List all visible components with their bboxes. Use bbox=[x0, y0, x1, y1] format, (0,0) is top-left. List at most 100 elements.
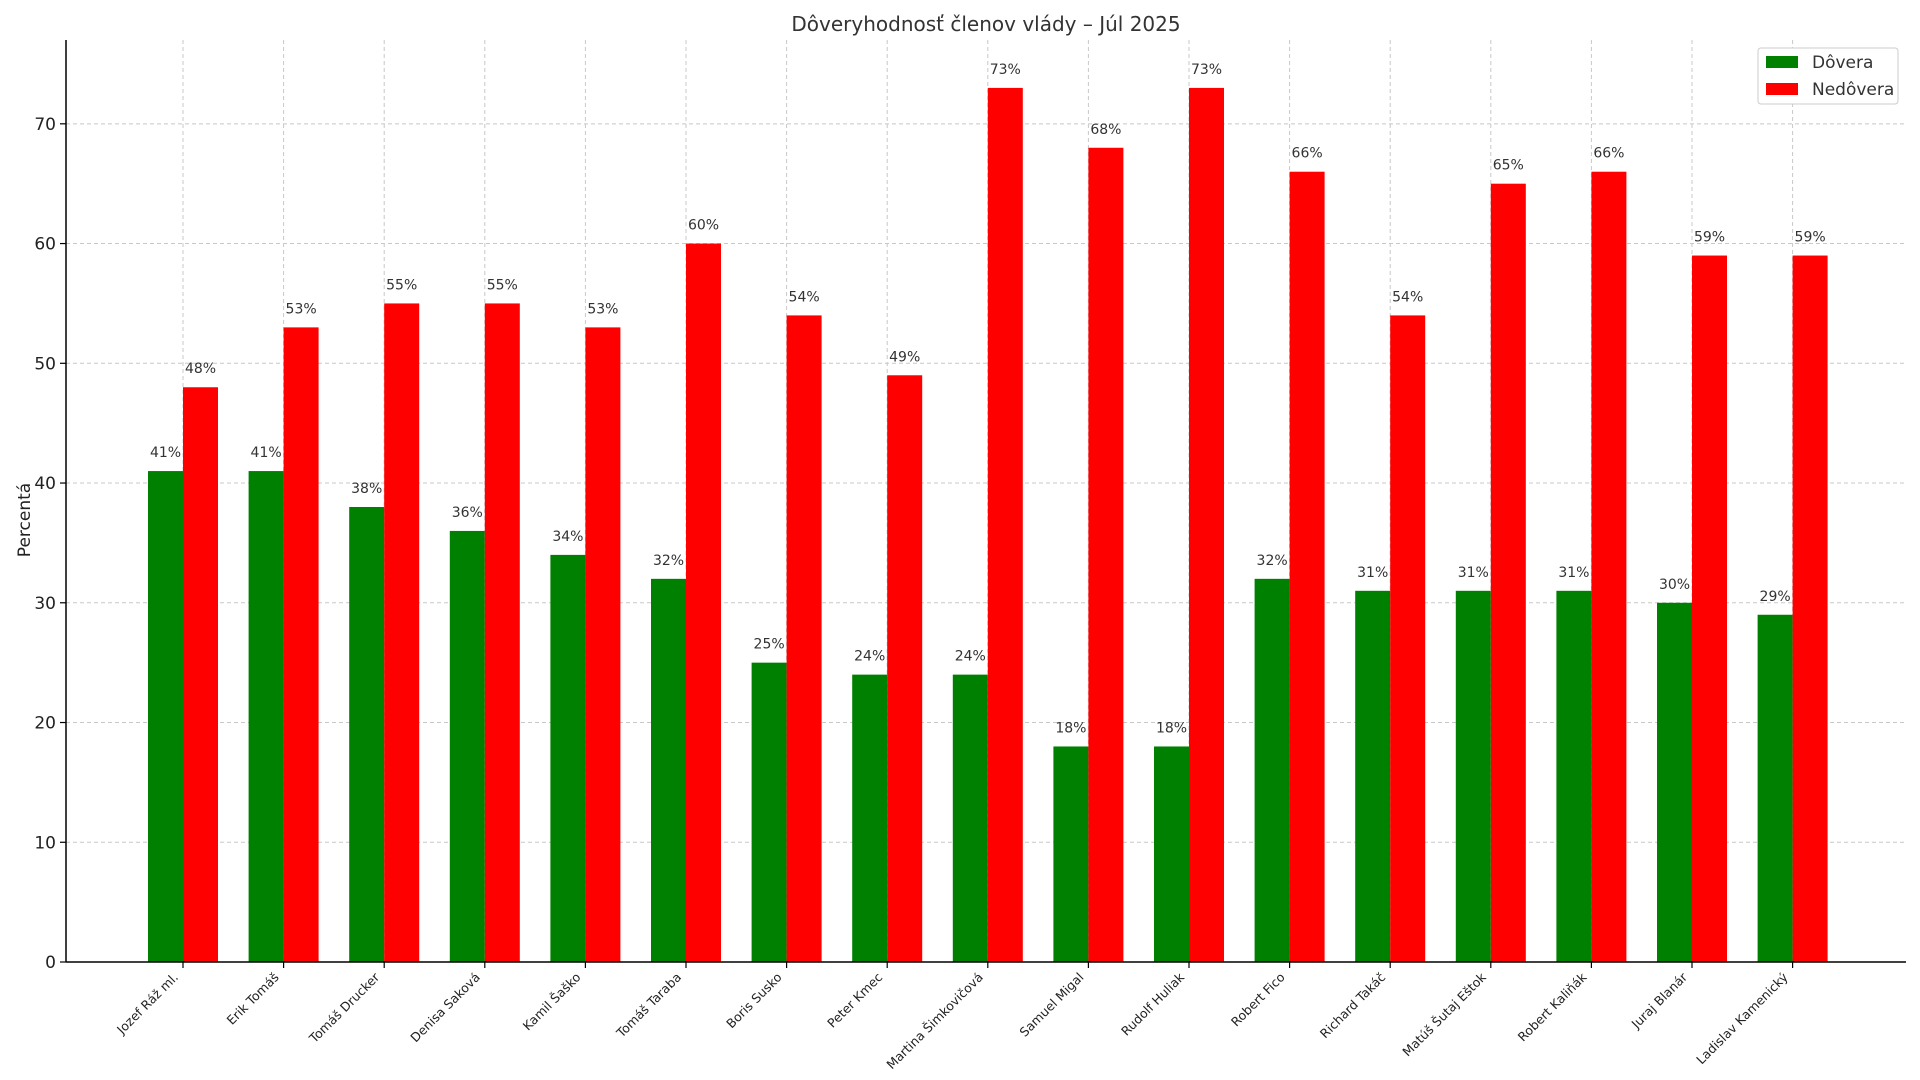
legend-label-nedovera: Nedôvera bbox=[1812, 80, 1894, 100]
bar-nedovera-boris-susko bbox=[786, 315, 822, 962]
y-tick-label-50: 50 bbox=[34, 354, 56, 374]
x-tick-rudolf-huliak: Rudolf Huliak bbox=[1118, 962, 1190, 1039]
bar-nedovera-martina-simkovicova bbox=[987, 87, 1023, 962]
bar-label-dovera-martina-simkovicova: 24% bbox=[955, 649, 986, 665]
bar-nedovera-robert-kalinak bbox=[1591, 171, 1627, 962]
bar-label-dovera-robert-kalinak: 31% bbox=[1558, 565, 1589, 581]
x-tick-jozef-raz-ml: Jozef Ráž ml. bbox=[113, 962, 184, 1038]
bar-label-dovera-jozef-raz-ml: 41% bbox=[150, 445, 181, 461]
y-tick-10: 10 bbox=[34, 833, 66, 853]
bar-nedovera-juraj-blanar bbox=[1692, 255, 1727, 962]
bar-label-nedovera-erik-tomas: 53% bbox=[286, 301, 317, 317]
x-tick-robert-kalinak: Robert Kaliňák bbox=[1515, 962, 1593, 1044]
x-tick-robert-fico: Robert Fico bbox=[1228, 962, 1291, 1030]
bar-label-nedovera-ladislav-kamenicky: 59% bbox=[1795, 230, 1826, 246]
bar-dovera-samuel-migal bbox=[1053, 746, 1089, 962]
bar-label-nedovera-peter-kmec: 49% bbox=[889, 349, 920, 365]
bar-nedovera-tomas-taraba bbox=[686, 243, 721, 962]
legend-swatch-dovera bbox=[1766, 56, 1798, 68]
bar-label-dovera-denisa-sakova: 36% bbox=[452, 505, 483, 521]
axes bbox=[65, 40, 1906, 963]
x-tick-label-tomas-drucker: Tomáš Drucker bbox=[305, 969, 382, 1046]
x-tick-juraj-blanar: Juraj Blanár bbox=[1628, 962, 1693, 1032]
y-tick-50: 50 bbox=[34, 354, 66, 374]
bar-label-nedovera-jozef-raz-ml: 48% bbox=[185, 361, 216, 377]
x-tick-matus-sutaj-estok: Matúš Šutaj Eštok bbox=[1399, 962, 1492, 1059]
bar-dovera-jozef-raz-ml bbox=[148, 471, 183, 962]
bar-label-dovera-kamil-sasko: 34% bbox=[552, 529, 583, 545]
bar-label-nedovera-robert-kalinak: 66% bbox=[1593, 146, 1624, 162]
bar-label-dovera-samuel-migal: 18% bbox=[1055, 720, 1086, 736]
x-tick-kamil-sasko: Kamil Šaško bbox=[520, 962, 587, 1033]
x-tick-ladislav-kamenicky: Ladislav Kamenický bbox=[1693, 962, 1794, 1067]
y-ticks: 0 10 20 30 40 50 60 70 bbox=[34, 115, 66, 973]
bar-label-nedovera-denisa-sakova: 55% bbox=[487, 277, 518, 293]
legend: Dôvera Nedôvera bbox=[1757, 47, 1899, 105]
x-tick-richard-takac: Richard Takáč bbox=[1317, 962, 1391, 1041]
x-tick-label-samuel-migal: Samuel Migal bbox=[1016, 970, 1086, 1040]
bar-dovera-juraj-blanar bbox=[1657, 602, 1692, 962]
x-tick-label-denisa-sakova: Denisa Saková bbox=[407, 970, 483, 1046]
bar-nedovera-richard-takac bbox=[1390, 315, 1426, 962]
y-tick-0: 0 bbox=[45, 953, 66, 973]
bar-label-nedovera-robert-fico: 66% bbox=[1292, 146, 1323, 162]
x-tick-label-tomas-taraba: Tomáš Taraba bbox=[613, 970, 684, 1041]
bars bbox=[148, 87, 1828, 963]
y-tick-20: 20 bbox=[34, 714, 66, 734]
bar-dovera-richard-takac bbox=[1355, 590, 1391, 962]
x-tick-label-peter-kmec: Peter Kmec bbox=[824, 969, 885, 1030]
chart-title: Dôveryhodnosť členov vlády – Júl 2025 bbox=[791, 12, 1180, 36]
legend-swatch-nedovera bbox=[1766, 83, 1798, 95]
bar-nedovera-kamil-sasko bbox=[585, 327, 621, 963]
bar-nedovera-matus-sutaj-estok bbox=[1490, 183, 1526, 963]
bar-dovera-tomas-taraba bbox=[651, 578, 686, 962]
x-tick-label-jozef-raz-ml: Jozef Ráž ml. bbox=[113, 970, 181, 1038]
bar-label-dovera-robert-fico: 32% bbox=[1257, 553, 1288, 569]
y-tick-60: 60 bbox=[34, 235, 66, 255]
x-tick-label-erik-tomas: Erik Tomáš bbox=[224, 970, 282, 1028]
bar-label-nedovera-juraj-blanar: 59% bbox=[1694, 230, 1725, 246]
x-tick-tomas-taraba: Tomáš Taraba bbox=[613, 962, 687, 1041]
bar-dovera-rudolf-huliak bbox=[1154, 746, 1189, 962]
bar-nedovera-peter-kmec bbox=[887, 375, 923, 963]
bar-nedovera-erik-tomas bbox=[283, 327, 319, 963]
bar-label-nedovera-richard-takac: 54% bbox=[1392, 289, 1423, 305]
bar-dovera-martina-simkovicova bbox=[952, 674, 988, 962]
bar-label-nedovera-tomas-taraba: 60% bbox=[688, 218, 719, 234]
x-tick-label-matus-sutaj-estok: Matúš Šutaj Eštok bbox=[1399, 969, 1489, 1059]
bar-dovera-tomas-drucker bbox=[349, 506, 385, 962]
bar-label-dovera-matus-sutaj-estok: 31% bbox=[1458, 565, 1489, 581]
bar-label-dovera-juraj-blanar: 30% bbox=[1659, 577, 1690, 593]
bar-nedovera-ladislav-kamenicky bbox=[1792, 255, 1828, 962]
x-tick-label-martina-simkovicova: Martina Šimkovičová bbox=[883, 970, 986, 1073]
y-tick-label-30: 30 bbox=[34, 594, 56, 614]
bar-label-dovera-tomas-taraba: 32% bbox=[653, 553, 684, 569]
bar-labels: 41% 41% 38% 36% 34% 32% 25% 24% 24% 18% 18% 32% 31% 3… bbox=[150, 62, 1826, 737]
bar-dovera-robert-kalinak bbox=[1556, 590, 1592, 962]
x-tick-label-boris-susko: Boris Susko bbox=[723, 970, 785, 1032]
bar-dovera-boris-susko bbox=[751, 662, 787, 962]
bar-dovera-ladislav-kamenicky bbox=[1757, 614, 1793, 962]
x-tick-label-richard-takac: Richard Takáč bbox=[1317, 969, 1389, 1041]
y-tick-label-60: 60 bbox=[34, 235, 56, 255]
x-tick-label-robert-fico: Robert Fico bbox=[1228, 970, 1288, 1030]
bar-nedovera-jozef-raz-ml bbox=[183, 387, 218, 962]
y-tick-70: 70 bbox=[34, 115, 66, 135]
bar-label-nedovera-rudolf-huliak: 73% bbox=[1191, 62, 1222, 78]
bar-label-nedovera-boris-susko: 54% bbox=[789, 289, 820, 305]
bar-label-nedovera-kamil-sasko: 53% bbox=[587, 301, 618, 317]
y-tick-40: 40 bbox=[34, 474, 66, 494]
bar-dovera-denisa-sakova bbox=[449, 530, 485, 962]
bar-label-dovera-tomas-drucker: 38% bbox=[351, 481, 382, 497]
x-tick-label-ladislav-kamenicky: Ladislav Kamenický bbox=[1693, 969, 1791, 1067]
bar-dovera-erik-tomas bbox=[248, 471, 284, 962]
y-tick-30: 30 bbox=[34, 594, 66, 614]
bar-label-dovera-peter-kmec: 24% bbox=[854, 649, 885, 665]
y-tick-label-20: 20 bbox=[34, 714, 56, 734]
bar-label-nedovera-matus-sutaj-estok: 65% bbox=[1493, 158, 1524, 174]
y-tick-label-40: 40 bbox=[34, 474, 56, 494]
bar-nedovera-tomas-drucker bbox=[384, 303, 420, 962]
bar-nedovera-denisa-sakova bbox=[484, 303, 520, 962]
x-ticks: Jozef Ráž ml. Erik Tomáš Tomáš Drucker Deni… bbox=[113, 962, 1794, 1073]
bar-label-dovera-erik-tomas: 41% bbox=[251, 445, 282, 461]
